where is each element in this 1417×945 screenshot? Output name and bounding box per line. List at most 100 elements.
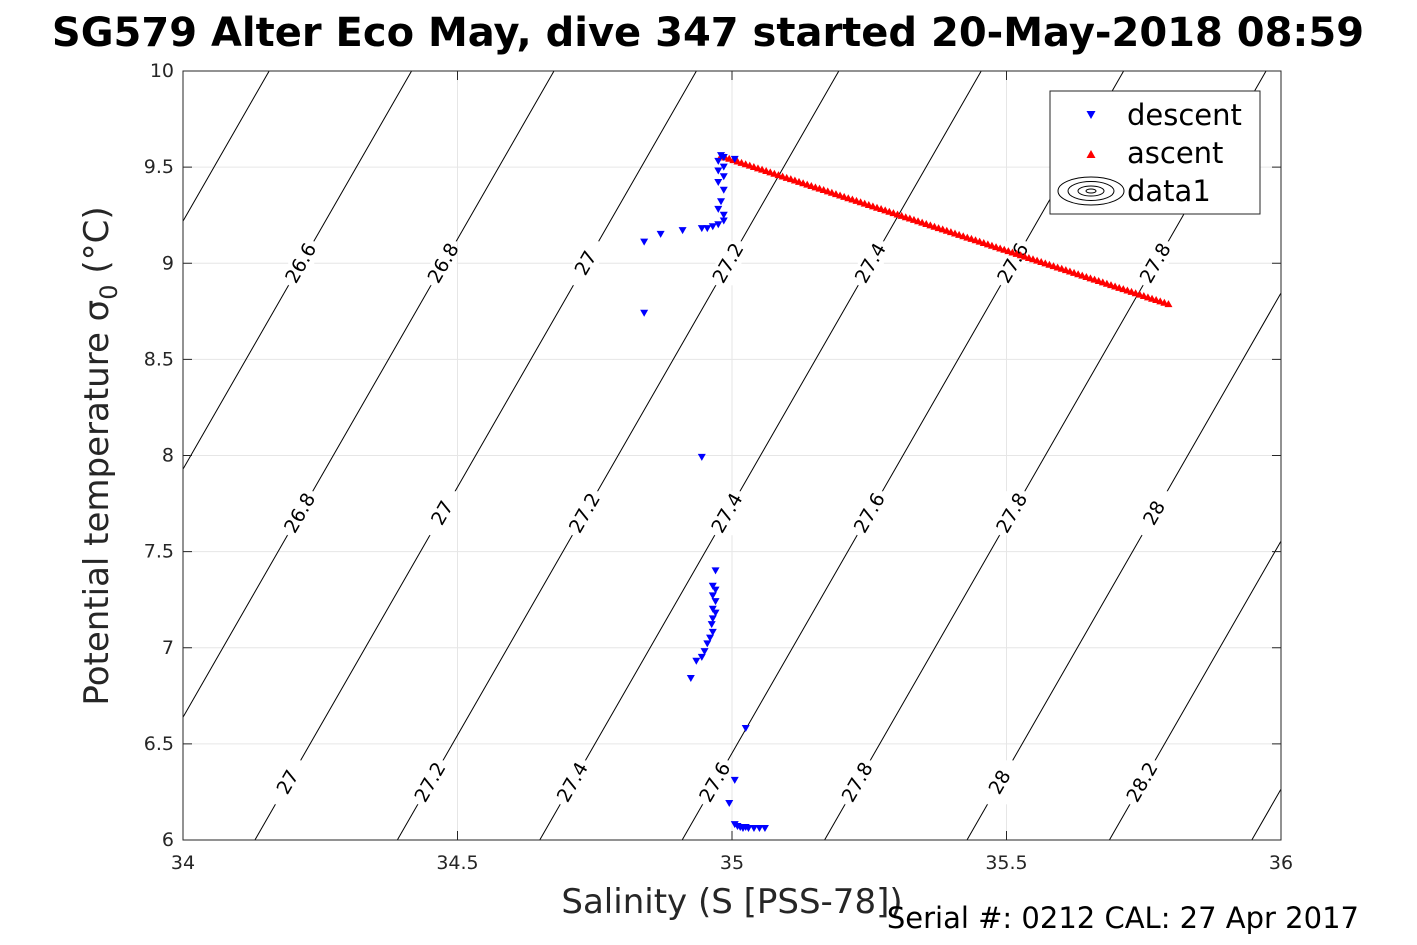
descent-point: [719, 217, 728, 225]
contour-line: [396, 71, 840, 840]
descent-point: [714, 205, 723, 213]
y-axis-label-unit: (°C): [77, 206, 117, 284]
legend-ascent-label: ascent: [1127, 136, 1223, 170]
y-axis-label: Potential temperature σ0 (°C): [77, 206, 123, 705]
contour-label-bg: [573, 241, 600, 286]
y-axis-ticks: 6 6.5 7 7.5 8 8.5 9 9.5 10: [144, 60, 1281, 851]
y-tick-label: 10: [150, 60, 174, 82]
contour-label-bg: [571, 491, 598, 536]
descent-point: [708, 582, 717, 590]
x-axis-ticks: 34 34.5 35 35.5 36: [171, 71, 1293, 874]
x-axis-label: Salinity (S [PSS-78]): [561, 882, 902, 922]
contour-label-bg: [844, 760, 871, 805]
contour-label-bg: [1141, 491, 1168, 536]
descent-series: [640, 152, 769, 832]
x-tick-label: 35.5: [985, 852, 1027, 874]
legend-ascent-marker: [1086, 150, 1096, 158]
descent-point: [714, 167, 723, 175]
descent-point: [640, 238, 649, 246]
descent-point: [717, 198, 726, 206]
contour-line: [539, 71, 982, 840]
descent-point: [686, 675, 695, 683]
contour-label-bg: [429, 491, 456, 536]
descent-point: [725, 799, 734, 807]
descent-point: [697, 653, 706, 661]
descent-point: [703, 640, 712, 648]
descent-point: [711, 598, 720, 606]
y-tick-label: 9: [162, 252, 174, 274]
descent-point: [741, 824, 750, 832]
descent-point: [708, 223, 717, 231]
descent-point: [719, 173, 728, 181]
contour-label-bg: [417, 760, 444, 805]
descent-point: [711, 567, 720, 575]
descent-point: [741, 724, 750, 732]
y-axis-label-main: Potential temperature: [77, 321, 117, 705]
serial-cal-footer: Serial #: 0212 CAL: 27 Apr 2017: [887, 901, 1359, 935]
descent-point: [711, 586, 720, 594]
contour-label-bg: [856, 491, 883, 536]
y-tick-label: 9.5: [144, 156, 174, 178]
contour-label-bg: [1142, 241, 1169, 286]
contour-label-bg: [857, 241, 884, 286]
contour-label-bg: [1129, 760, 1156, 805]
descent-point: [755, 824, 764, 832]
x-tick-label: 34: [171, 852, 195, 874]
contour-line: [254, 71, 697, 840]
y-tick-label: 8.5: [144, 348, 174, 370]
ascent-point: [1164, 300, 1173, 308]
y-tick-label: 6.5: [144, 733, 174, 755]
descent-point: [678, 227, 687, 235]
contour-line: [1372, 33, 1417, 879]
descent-point: [708, 615, 717, 623]
descent-point: [749, 824, 758, 832]
contour-label-bg: [559, 760, 586, 805]
descent-point: [730, 155, 739, 163]
descent-point: [697, 225, 706, 233]
contour-label-bg: [987, 760, 1014, 805]
descent-point: [708, 592, 717, 600]
descent-point: [719, 163, 728, 171]
contour-label-bg: [275, 760, 302, 805]
descent-point: [700, 648, 709, 656]
legend-contour-icon: [1057, 176, 1125, 206]
legend: descent ascent data1: [1049, 90, 1261, 215]
contour-line: [183, 71, 270, 223]
descent-point: [703, 225, 712, 233]
sigma-symbol: σ: [77, 300, 117, 322]
descent-point: [760, 824, 769, 832]
y-tick-label: 6: [162, 829, 174, 851]
contour-label-bg: [430, 241, 457, 286]
x-tick-label: 35: [720, 852, 744, 874]
descent-point: [730, 776, 739, 784]
ascent-series: [717, 152, 1173, 308]
x-tick-label: 34.5: [436, 852, 478, 874]
descent-point: [714, 157, 723, 165]
contour-line: [0, 33, 149, 879]
legend-descent-label: descent: [1127, 98, 1242, 132]
contour-line: [183, 71, 555, 719]
descent-point: [692, 657, 701, 665]
sigma-subscript: 0: [95, 284, 123, 299]
legend-data1-label: data1: [1127, 174, 1211, 208]
contour-line: [1108, 540, 1281, 840]
legend-box: [1049, 90, 1261, 215]
y-tick-label: 8: [162, 445, 174, 467]
contour-line: [0, 33, 6, 879]
contour-line: [966, 292, 1281, 840]
descent-point: [714, 221, 723, 229]
chart-title: SG579 Alter Eco May, dive 347 started 20…: [52, 10, 1364, 56]
descent-point: [711, 609, 720, 617]
contour-label-bg: [714, 491, 741, 536]
contour-label-bg: [702, 760, 729, 805]
legend-descent-marker: [1086, 111, 1096, 119]
y-tick-label: 7: [162, 637, 174, 659]
descent-point: [719, 211, 728, 219]
descent-point: [708, 628, 717, 636]
x-tick-label: 36: [1269, 852, 1293, 874]
descent-point: [706, 634, 715, 642]
contour-label-bg: [287, 491, 314, 536]
contour-label-bg: [288, 241, 315, 286]
descent-point: [656, 230, 665, 238]
